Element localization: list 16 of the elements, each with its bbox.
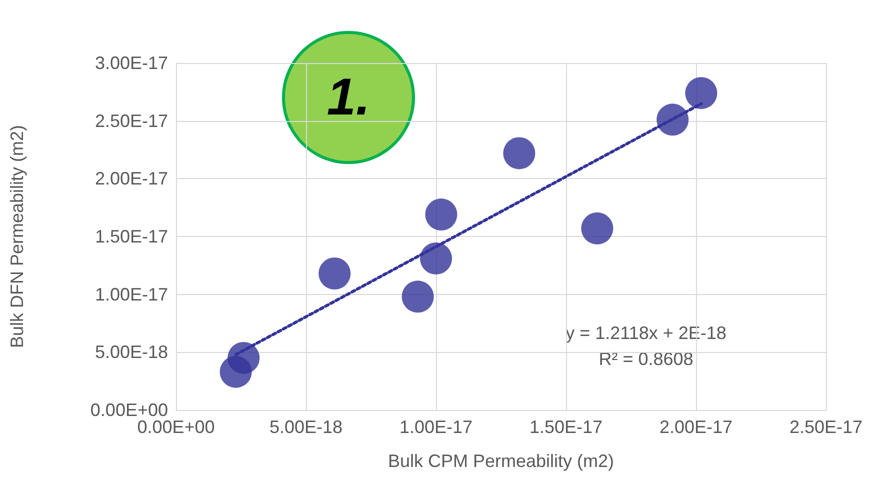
x-tick-label: 2.50E-17	[789, 417, 863, 437]
y-tick-label: 0.00E+00	[90, 400, 168, 420]
y-tick-label: 2.00E-17	[94, 168, 168, 189]
x-tick-label: 5.00E-18	[269, 417, 343, 437]
x-tick-label: 1.00E-17	[399, 417, 473, 437]
x-tick-label: 1.50E-17	[529, 417, 603, 437]
y-tick-label: 1.50E-17	[94, 226, 168, 246]
y-tick-label: 3.00E-17	[94, 53, 168, 73]
x-tick-label: 2.00E-17	[659, 417, 733, 437]
annotation: 1.	[326, 68, 370, 126]
x-axis-title: Bulk CPM Permeability (m2)	[388, 451, 614, 471]
y-tick-label: 5.00E-18	[94, 342, 168, 362]
y-tick-label: 2.50E-17	[94, 110, 168, 131]
y-tick-label: 1.00E-17	[94, 284, 168, 304]
x-tick-label: 0.00E+00	[137, 417, 215, 437]
y-axis-title: Bulk DFN Permeability (m2)	[7, 124, 27, 348]
